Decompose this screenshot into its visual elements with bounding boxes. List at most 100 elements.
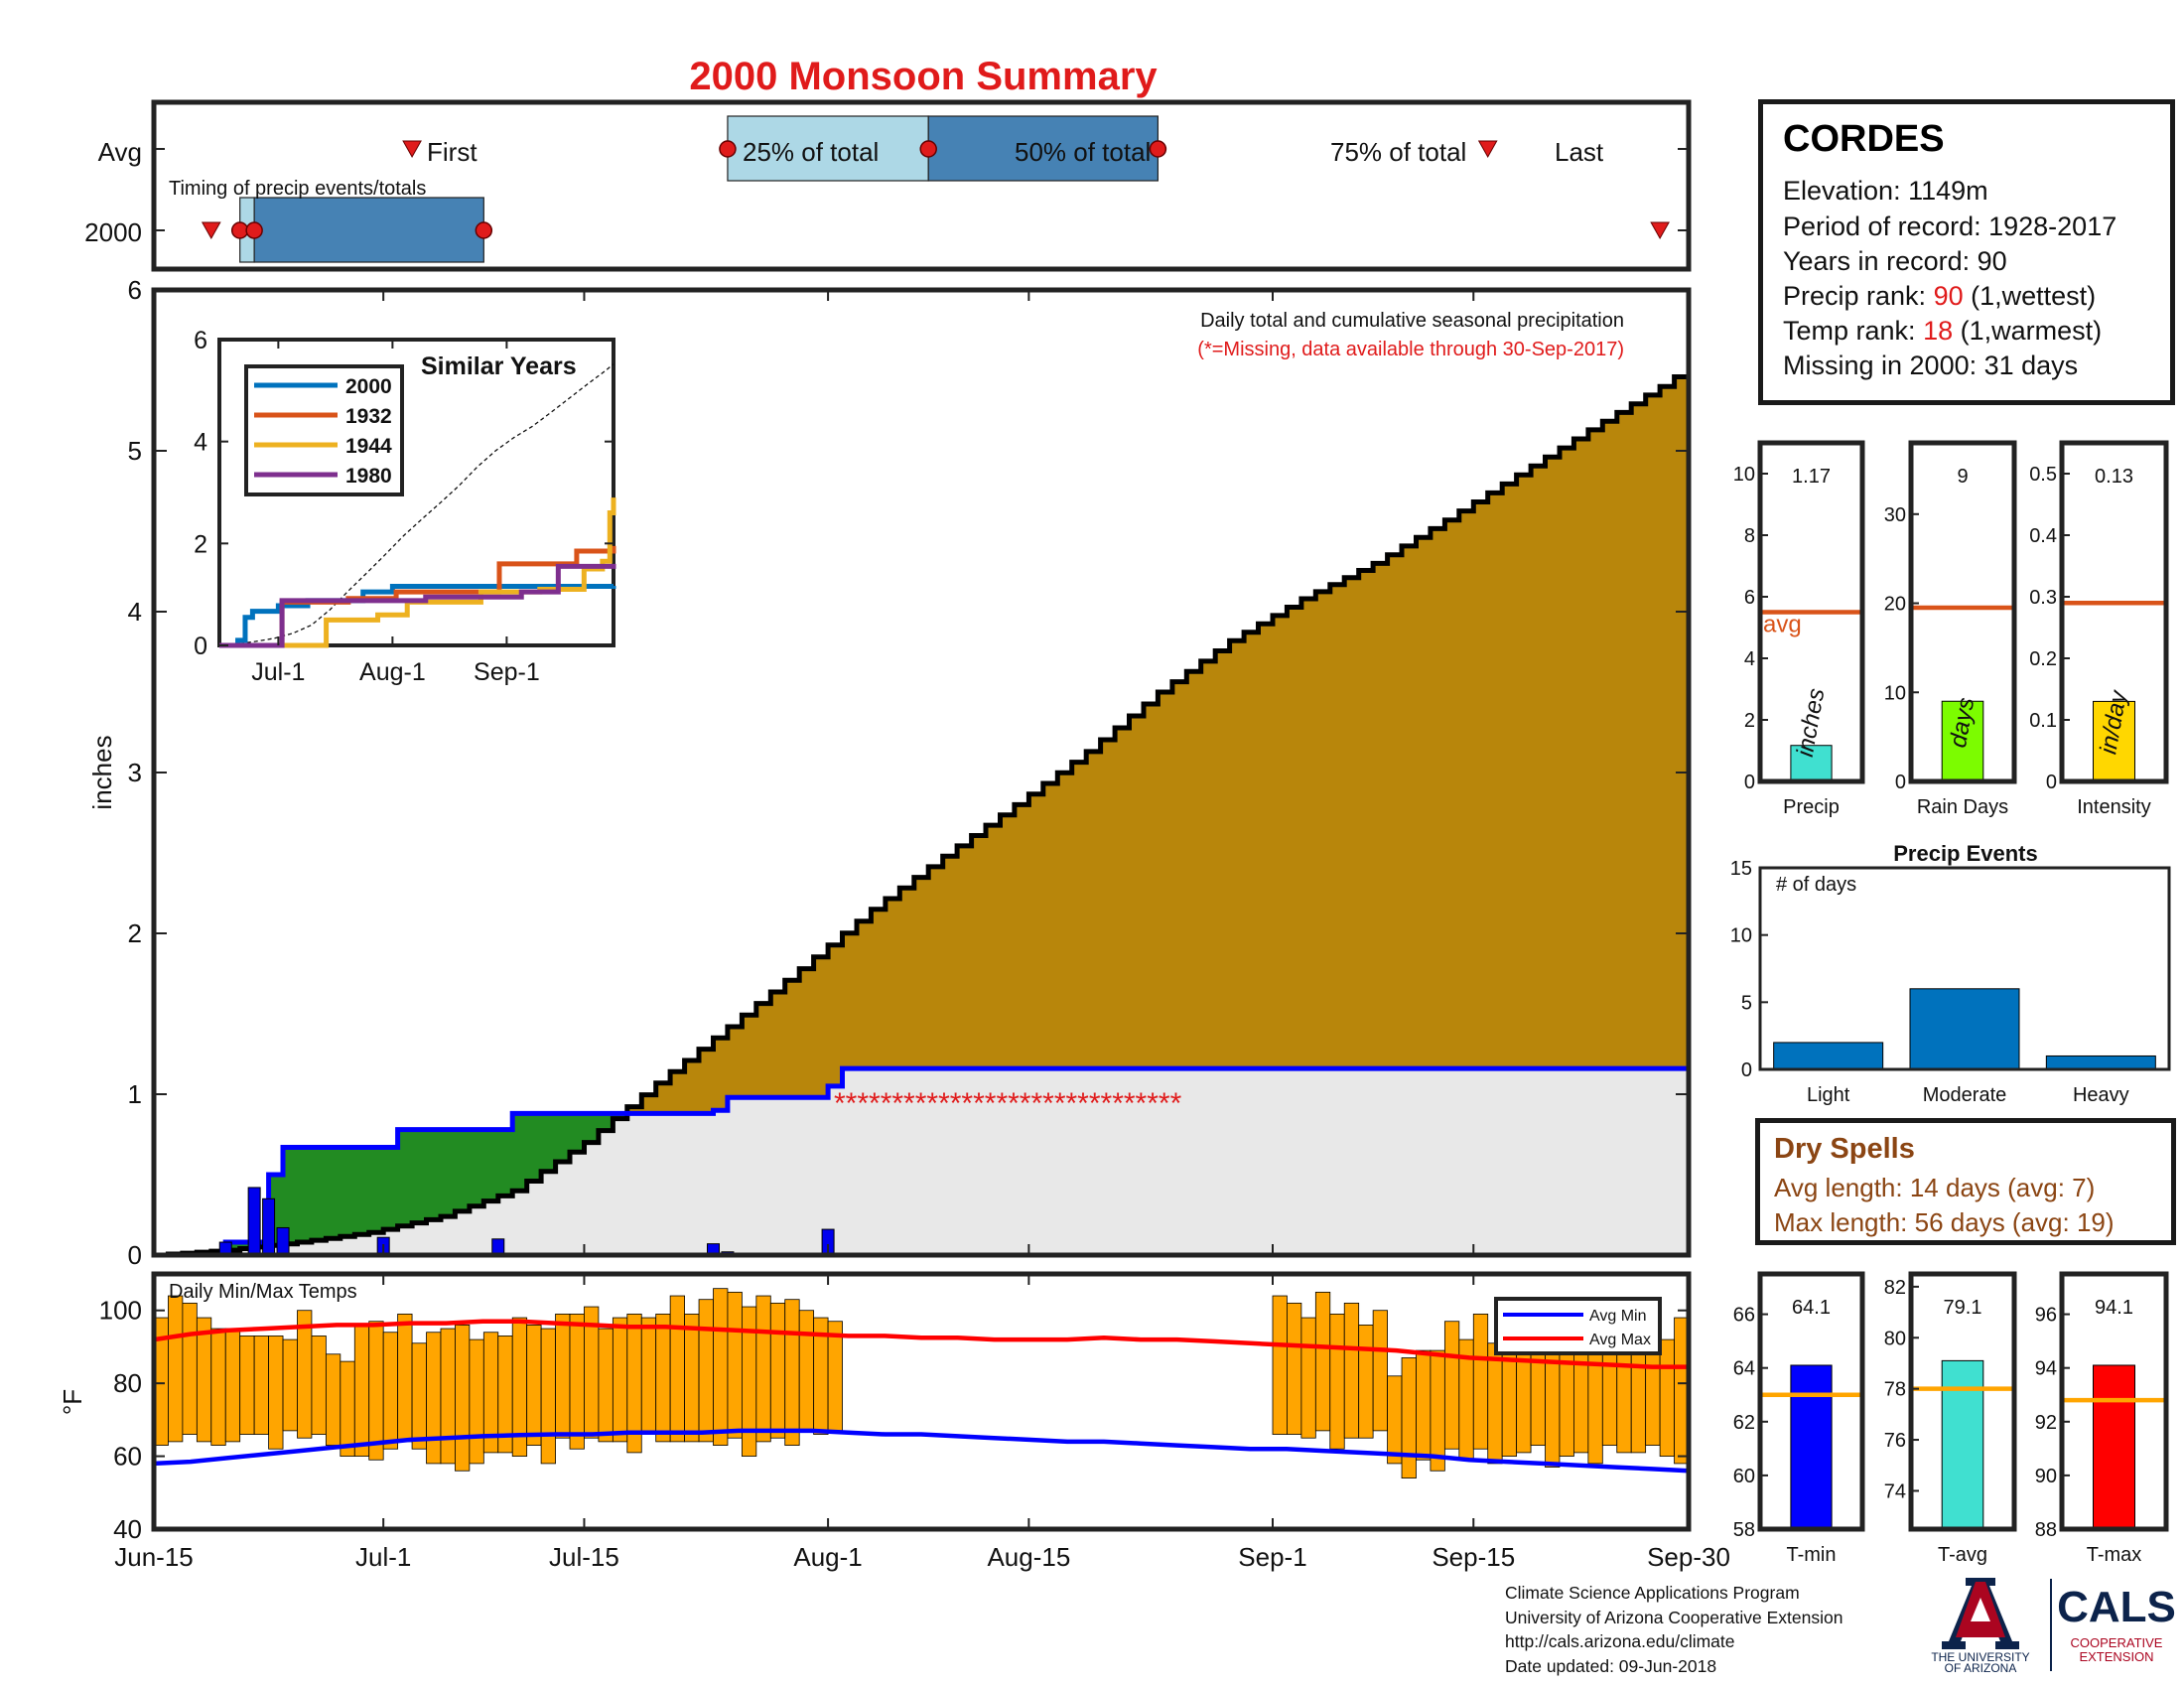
timing-row-label-2000: 2000 [84, 217, 142, 247]
y2000-pct50-marker [245, 221, 263, 239]
daily-temp-bar [569, 1313, 585, 1450]
stat-intensity-ytick-label: 0.5 [2029, 464, 2057, 486]
footer-line-2: University of Arizona Cooperative Extens… [1505, 1607, 1843, 1627]
daily-temp-bar [655, 1313, 671, 1443]
daily-temp-bar [1358, 1325, 1374, 1439]
footer-line-3: http://cals.arizona.edu/climate [1505, 1631, 1735, 1651]
tmax-stat-panel: 88 90 92 94 96 94.1 T-max [2035, 1271, 2169, 1566]
stat-intensity-ytick-label: 0.3 [2029, 587, 2057, 609]
avg-pct75-label: 75% of total [1330, 137, 1466, 167]
daily-temp-bar [268, 1336, 284, 1450]
daily-temp-bar [353, 1325, 370, 1457]
stat-precip-ytick-label: 6 [1744, 587, 1755, 609]
temp-ytick-label: 100 [99, 1296, 142, 1326]
similar-legend-label-1944: 1944 [345, 435, 392, 458]
daily-temp-bar [224, 1328, 241, 1443]
tavg-stat-panel: 74 76 78 80 82 79.1 T-avg [1884, 1271, 2017, 1566]
daily-temp-bar [612, 1317, 628, 1443]
daily-temp-bar [1472, 1313, 1489, 1450]
precip-ytick-label: 2 [128, 918, 142, 948]
stat-tmin-value-label: 64.1 [1792, 1297, 1831, 1319]
stat-tmin-ytick-label: 58 [1733, 1519, 1755, 1541]
events-bar-moderate [1909, 988, 2020, 1070]
daily-temp-bar [239, 1336, 255, 1435]
avg-pct75-marker [1149, 140, 1167, 158]
avg-pct25-label: 25% of total [743, 137, 879, 167]
similar-legend-label-1932: 1932 [345, 405, 392, 428]
daily-temp-bar [798, 1310, 815, 1432]
stat-precip-value-label: 1.17 [1792, 466, 1831, 488]
daily-temp-bar [555, 1313, 571, 1439]
timing-row-label-avg: Avg [98, 137, 142, 167]
daily-precip-bar [262, 1197, 276, 1256]
timing-panel: Avg 2000 Timing of precip events/totals … [84, 99, 1692, 272]
footer-line-1: Climate Science Applications Program [1505, 1583, 1800, 1603]
events-bar-heavy [2045, 1055, 2156, 1070]
daily-precip-bar [276, 1226, 290, 1256]
avg-pct50-marker [919, 140, 937, 158]
events-xtick-label: Light [1807, 1084, 1850, 1106]
ua-logo-a-hole [1971, 1598, 1990, 1621]
daily-temp-bar [340, 1360, 355, 1457]
station-precip-rank: Precip rank: 90 (1,wettest) [1783, 281, 2096, 312]
station-info-box: CORDES Elevation: 1149m Period of record… [1758, 99, 2175, 405]
events-bar-light [1773, 1042, 1884, 1070]
stat-tmax-ytick-label: 92 [2035, 1412, 2057, 1434]
daily-temp-bar [1287, 1302, 1302, 1435]
dry-spells-title: Dry Spells [1774, 1133, 1915, 1165]
shared-date-axis: Jun-15 Jul-1 Jul-15 Aug-1 Aug-15 Sep-1 Sep-15 S… [114, 290, 1730, 1572]
similar-legend-label-2000: 2000 [345, 375, 392, 398]
daily-temp-bar [669, 1295, 685, 1443]
stat-raindays-frame [1908, 440, 2017, 784]
stat-tmax-frame [2059, 1271, 2169, 1532]
stat-precip-ytick-label: 2 [1744, 710, 1755, 732]
figure-title: 2000 Monsoon Summary [689, 55, 1158, 98]
events-ytick-label: 15 [1730, 858, 1752, 880]
station-elevation: Elevation: 1149m [1783, 176, 1988, 206]
temp-title: Daily Min/Max Temps [169, 1281, 357, 1303]
temp-ytick-label: 80 [113, 1368, 142, 1398]
stat-precip-value-bar [1790, 745, 1833, 782]
stat-intensity-frame [2059, 440, 2169, 784]
ua-logo-line-2: OF ARIZONA [1945, 1661, 2017, 1673]
daily-temp-bar [1387, 1375, 1403, 1465]
stat-raindays-ytick-label: 30 [1884, 504, 1906, 526]
daily-temp-bar [1416, 1349, 1432, 1461]
events-ytick-label: 0 [1741, 1059, 1752, 1081]
stat-tmax-value-label: 94.1 [2095, 1297, 2133, 1319]
avg-cumulative-area [154, 376, 1689, 1255]
temp-axes: 40 60 80 100 [99, 1296, 1689, 1544]
similar-ytick-label: 2 [194, 530, 207, 558]
stat-intensity-ytick-label: 0.1 [2029, 710, 2057, 732]
temp-rank-prefix: Temp rank: [1783, 316, 1924, 346]
temp-ytick-label: 60 [113, 1442, 142, 1472]
stat-intensity-ytick-label: 0.4 [2029, 525, 2057, 547]
cumulative-2000-line [154, 1065, 1689, 1258]
stat-tmin-ytick-label: 66 [1733, 1305, 1755, 1327]
daily-temp-bar [1516, 1353, 1532, 1454]
avg-q1-bar [727, 115, 929, 182]
daily-temp-bar [411, 1342, 427, 1450]
dry-spells-max: Max length: 56 days (avg: 19) [1774, 1207, 2115, 1237]
similar-ytick-label: 0 [194, 633, 207, 660]
daily-temp-bar [168, 1295, 184, 1443]
precip-subtitle: (*=Missing, data available through 30-Se… [1197, 339, 1624, 360]
precip-ytick-label: 4 [128, 597, 142, 627]
stat-tavg-ytick-label: 78 [1884, 1379, 1906, 1401]
stat-tmin-ytick-label: 64 [1733, 1358, 1755, 1380]
stat-tmax-ytick-label: 96 [2035, 1305, 2057, 1327]
similar-series-1944 [219, 497, 616, 648]
precip-rank-value: 90 [1933, 281, 1964, 311]
daily-temp-bar [1314, 1291, 1331, 1432]
daily-temp-bar [469, 1338, 484, 1465]
stat-raindays-ytick-label: 0 [1895, 772, 1906, 793]
daily-temp-bar [253, 1336, 269, 1435]
daily-temp-bar [368, 1321, 384, 1461]
station-missing: Missing in 2000: 31 days [1783, 351, 2079, 380]
temp-frame [151, 1271, 1692, 1532]
stat-precip-xlabel: Precip [1783, 796, 1840, 818]
stat-tmin-frame [1757, 1271, 1865, 1532]
seasonal-baseline-area [154, 1068, 1689, 1255]
ua-logo-line-1: THE UNIVERSITY [1931, 1650, 2029, 1664]
